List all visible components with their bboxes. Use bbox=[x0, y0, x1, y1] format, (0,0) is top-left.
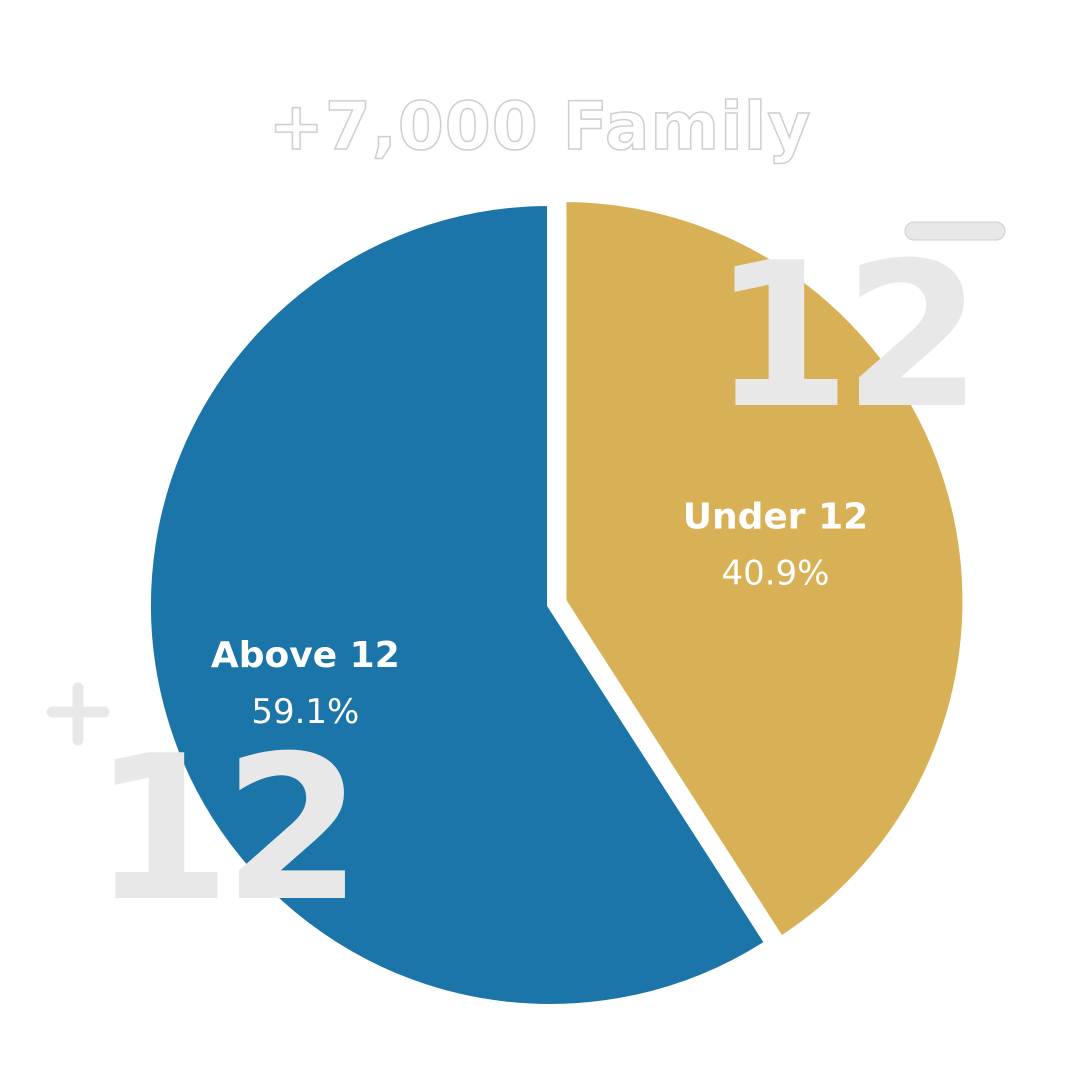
under-12-badge-number: 12 bbox=[712, 220, 974, 453]
pie-slice-under-12 bbox=[560, 196, 969, 943]
pie-slice-above-12 bbox=[145, 200, 771, 1010]
slice-percent: 40.9% bbox=[721, 554, 829, 594]
slice-label: Under 12 bbox=[683, 497, 868, 538]
slice-percent: 59.1% bbox=[251, 692, 359, 732]
plus-sign-icon bbox=[46, 682, 110, 746]
minus-sign-icon bbox=[904, 221, 1006, 241]
slice-label: Above 12 bbox=[211, 635, 400, 676]
above-12-badge-number: 12 bbox=[92, 713, 354, 946]
chart-title: +7,000 Family bbox=[268, 87, 812, 166]
